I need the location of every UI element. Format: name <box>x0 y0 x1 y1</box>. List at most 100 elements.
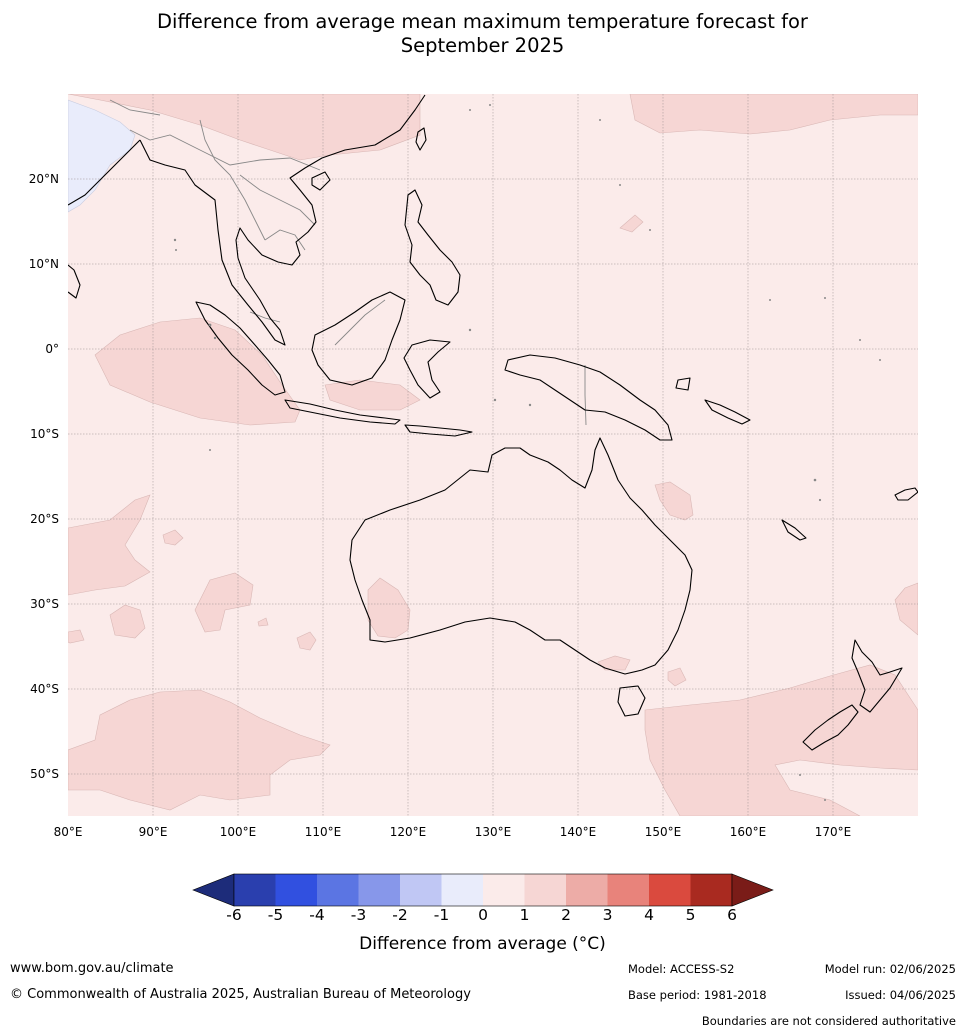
cb-tick: 6 <box>727 906 737 924</box>
lon-label-120e: 120°E <box>390 825 427 839</box>
colorbar-cell <box>441 874 483 906</box>
cb-tick: 0 <box>478 906 488 924</box>
colorbar-cell <box>690 874 732 906</box>
cb-tick: 1 <box>519 906 530 924</box>
coast-lesser-sunda <box>404 424 473 437</box>
cb-tick: -1 <box>433 906 450 924</box>
colorbar-cell <box>524 874 566 906</box>
patch-small-3 <box>296 631 317 651</box>
coast-fiji <box>894 487 918 501</box>
lat-label-10s: 10°S <box>30 427 59 441</box>
lat-label-40s: 40°S <box>30 682 59 696</box>
coast-nz-south <box>802 704 859 751</box>
colorbar <box>192 873 774 907</box>
coast-hainan <box>311 171 331 191</box>
base-period: Base period: 1981-2018 <box>628 988 767 1002</box>
colorbar-cell <box>400 874 442 906</box>
colorbar-title: Difference from average (°C) <box>359 934 606 954</box>
colorbar-cell <box>317 874 359 906</box>
lon-label-170e: 170°E <box>815 825 852 839</box>
copyright-text: © Commonwealth of Australia 2025, Austra… <box>10 987 471 1002</box>
patch-small-5 <box>667 667 687 687</box>
patch-equatorial-indian-ocean <box>94 317 301 426</box>
patch-coral-sea <box>654 481 694 521</box>
lat-label-0: 0° <box>45 342 59 356</box>
lon-label-110e: 110°E <box>305 825 342 839</box>
patch-south-indian-1 <box>109 604 146 639</box>
colorbar-low-extend <box>192 873 235 907</box>
lat-labels: 20°N 10°N 0° 10°S 20°S 30°S 40°S 50°S <box>29 172 59 781</box>
website-link[interactable]: www.bom.gov.au/climate <box>10 961 174 976</box>
lon-label-140e: 140°E <box>560 825 597 839</box>
cb-tick: 3 <box>602 906 613 924</box>
patch-western-pacific-north <box>629 94 918 135</box>
coast-new-guinea <box>504 354 673 441</box>
boundary-disclaimer: Boundaries are not considered authoritat… <box>701 1014 956 1028</box>
coast-sri-lanka <box>68 264 81 299</box>
anomaly-patches-1-to-2 <box>68 94 918 816</box>
colorbar-tick-labels: -6 -5 -4 -3 -2 -1 0 1 2 3 4 5 6 <box>0 906 965 928</box>
coastlines <box>68 94 918 751</box>
colorbar-cells <box>233 873 733 907</box>
coast-tasmania <box>617 685 646 717</box>
coast-sumatra <box>195 301 286 396</box>
patch-bass-strait <box>597 655 631 671</box>
graticule <box>68 94 918 816</box>
anomaly-patch-bay-of-bengal <box>68 99 136 213</box>
title-line-1: Difference from average mean maximum tem… <box>157 10 808 33</box>
patch-tasman <box>644 664 918 816</box>
patch-small-2 <box>257 617 269 627</box>
coast-australia <box>349 437 693 675</box>
cb-tick: 4 <box>644 906 654 924</box>
coast-myanmar-malay <box>139 94 426 346</box>
colorbar-cell <box>607 874 649 906</box>
colorbar-cell <box>649 874 691 906</box>
patch-small-1 <box>162 529 184 546</box>
patch-small-6 <box>619 214 644 233</box>
lon-label-80e: 80°E <box>54 825 83 839</box>
coast-new-britain <box>675 377 691 391</box>
patch-java-sea <box>324 379 421 411</box>
cb-tick: -2 <box>392 906 408 924</box>
coast-philippines <box>404 189 461 306</box>
coast-solomons <box>704 399 751 425</box>
colorbar-cell <box>275 874 317 906</box>
model-name: Model: ACCESS-S2 <box>628 962 735 976</box>
patch-china-coast <box>68 94 421 161</box>
map-title: Difference from average mean maximum tem… <box>0 10 965 58</box>
lat-label-10n: 10°N <box>29 257 59 271</box>
lon-label-150e: 150°E <box>645 825 682 839</box>
coast-borneo <box>311 291 406 386</box>
country-borders <box>109 99 587 426</box>
coast-taiwan <box>415 127 427 151</box>
patch-southern-ocean <box>68 689 331 811</box>
patch-east-pacific <box>894 582 918 636</box>
patch-south-indian-2 <box>194 572 254 633</box>
coast-nz-north <box>851 639 903 713</box>
lat-label-50s: 50°S <box>30 767 59 781</box>
coast-java <box>284 399 401 425</box>
lat-label-30s: 30°S <box>30 597 59 611</box>
colorbar-cell <box>234 874 276 906</box>
cb-tick: -4 <box>309 906 325 924</box>
cb-tick: -3 <box>350 906 367 924</box>
patch-small-4 <box>68 629 85 644</box>
lon-label-160e: 160°E <box>730 825 767 839</box>
lat-label-20s: 20°S <box>30 512 59 526</box>
colorbar-high-extend <box>731 873 774 907</box>
colorbar-cell <box>358 874 400 906</box>
cb-tick: -6 <box>226 906 242 924</box>
issued-date: Issued: 04/06/2025 <box>845 988 956 1002</box>
colorbar-cell <box>483 874 525 906</box>
patch-west-indian-ocean <box>68 494 151 596</box>
coast-india-east <box>68 139 141 206</box>
coast-new-caledonia <box>781 519 807 541</box>
cb-tick: -5 <box>267 906 284 924</box>
lon-labels: 80°E 90°E 100°E 110°E 120°E 130°E 140°E … <box>54 825 852 839</box>
lon-label-130e: 130°E <box>475 825 512 839</box>
colorbar-cell <box>566 874 608 906</box>
lon-label-90e: 90°E <box>139 825 168 839</box>
cb-tick: 5 <box>685 906 696 924</box>
model-run-date: Model run: 02/06/2025 <box>824 962 956 976</box>
